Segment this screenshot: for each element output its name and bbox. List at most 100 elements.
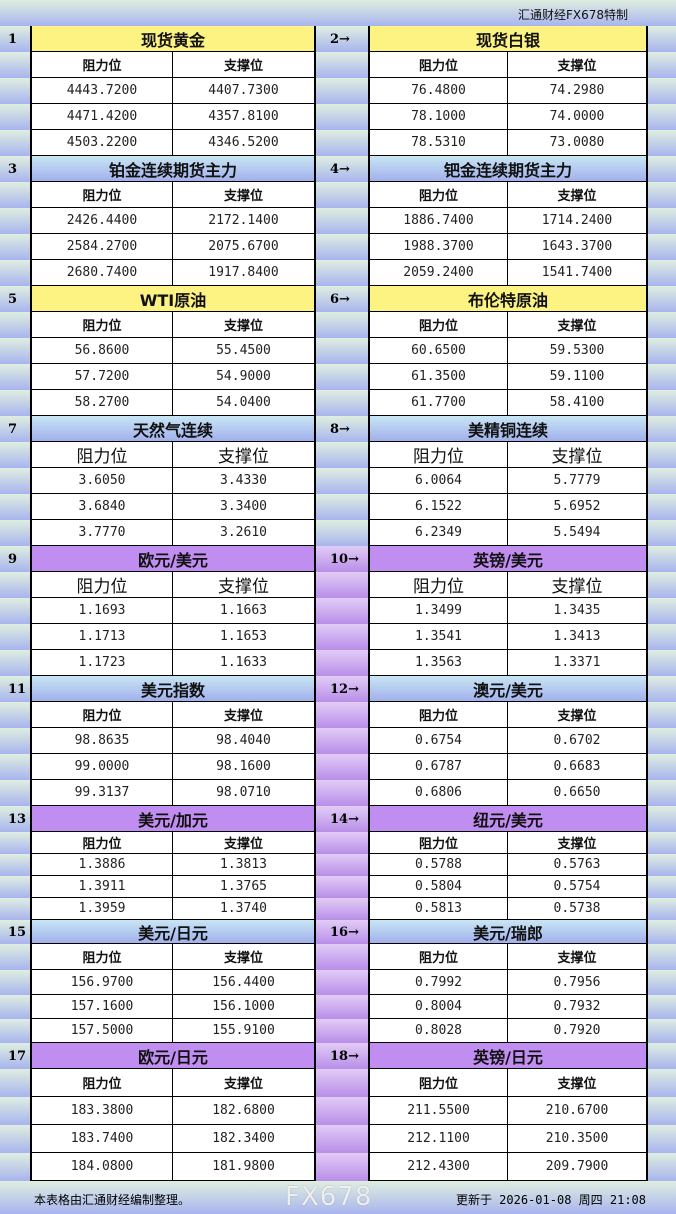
update-time: 更新于 2026-01-08 周四 21:08 — [455, 1193, 646, 1207]
left-stripe — [0, 208, 30, 234]
right-stripe — [648, 52, 676, 78]
right-stripe — [648, 416, 676, 442]
support-value: 1.3435 — [508, 598, 646, 624]
middle-stripe — [316, 944, 368, 970]
instrument-table: 欧元/日元 阻力位 支撑位 183.3800 182.6800 183.7400 182.3… — [30, 1043, 316, 1181]
middle-stripe — [316, 920, 368, 944]
instrument-table: 澳元/美元 阻力位 支撑位 0.6754 0.6702 0.6787 0.6683 0.680… — [368, 676, 648, 806]
right-stripe — [648, 854, 676, 876]
middle-stripe — [316, 312, 368, 338]
section-pair: 7 天然气连续 阻力位 支撑位 3.6050 3.4330 3.6840 3.3400 3.77… — [0, 416, 676, 546]
support-value: 210.6700 — [508, 1097, 646, 1125]
resistance-value: 78.1000 — [370, 104, 508, 130]
support-value: 0.6683 — [508, 754, 646, 780]
support-value: 1.3371 — [508, 650, 646, 676]
left-stripe — [0, 182, 30, 208]
resistance-header: 阻力位 — [32, 312, 173, 338]
right-stripe — [648, 970, 676, 995]
left-stripe — [0, 494, 30, 520]
resistance-header: 阻力位 — [370, 832, 508, 854]
right-stripe — [648, 1019, 676, 1043]
right-stripe — [648, 1043, 676, 1069]
support-value: 59.5300 — [508, 338, 646, 364]
left-stripe — [0, 442, 30, 468]
support-value: 3.3400 — [173, 494, 314, 520]
instrument-title: 美元指数 — [32, 676, 314, 702]
left-stripe — [0, 920, 30, 944]
resistance-value: 0.5788 — [370, 854, 508, 876]
support-header: 支撑位 — [173, 1069, 314, 1097]
support-value: 1.3765 — [173, 876, 314, 898]
support-value: 1714.2400 — [508, 208, 646, 234]
instrument-table: 现货黄金 阻力位 支撑位 4443.7200 4407.7300 4471.4200 435… — [30, 26, 316, 156]
middle-stripe — [316, 338, 368, 364]
resistance-value: 2059.2400 — [370, 260, 508, 286]
resistance-value: 99.3137 — [32, 780, 173, 806]
support-value: 73.0080 — [508, 130, 646, 156]
support-value: 209.7900 — [508, 1153, 646, 1181]
middle-stripe — [316, 754, 368, 780]
section-pair: 15 美元/日元 阻力位 支撑位 156.9700 156.4400 157.1600 156… — [0, 920, 676, 1043]
left-stripe — [0, 898, 30, 920]
section-pair: 5 WTI原油 阻力位 支撑位 56.8600 55.4500 57.7200 54.9000… — [0, 286, 676, 416]
support-value: 1643.3700 — [508, 234, 646, 260]
right-stripe — [648, 494, 676, 520]
support-value: 3.4330 — [173, 468, 314, 494]
middle-stripe — [316, 364, 368, 390]
left-stripe — [0, 234, 30, 260]
resistance-header: 阻力位 — [32, 944, 173, 970]
instrument-table: 铂金连续期货主力 阻力位 支撑位 2426.4400 2172.1400 2584.270… — [30, 156, 316, 286]
middle-stripe — [316, 1043, 368, 1069]
left-stripe — [0, 286, 30, 312]
section-number: 14→ — [330, 811, 359, 827]
left-stripe — [0, 390, 30, 416]
resistance-header: 阻力位 — [370, 1069, 508, 1097]
resistance-header: 阻力位 — [370, 944, 508, 970]
section-number: 8→ — [330, 421, 350, 437]
resistance-value: 4443.7200 — [32, 78, 173, 104]
resistance-value: 2584.2700 — [32, 234, 173, 260]
middle-stripe — [316, 182, 368, 208]
middle-stripe — [316, 1125, 368, 1153]
right-stripe — [648, 312, 676, 338]
support-value: 59.1100 — [508, 364, 646, 390]
resistance-header: 阻力位 — [32, 702, 173, 728]
support-value: 2172.1400 — [173, 208, 314, 234]
support-value: 0.7932 — [508, 995, 646, 1019]
resistance-value: 0.6806 — [370, 780, 508, 806]
support-value: 0.7956 — [508, 970, 646, 995]
right-stripe — [648, 780, 676, 806]
support-header: 支撑位 — [173, 572, 314, 598]
resistance-header: 阻力位 — [370, 52, 508, 78]
middle-stripe — [316, 624, 368, 650]
section-number: 1 — [8, 31, 18, 47]
left-stripe — [0, 754, 30, 780]
resistance-header: 阻力位 — [32, 1069, 173, 1097]
left-stripe — [0, 1125, 30, 1153]
section-number: 10→ — [330, 551, 359, 567]
middle-stripe — [316, 442, 368, 468]
right-stripe — [648, 624, 676, 650]
middle-stripe — [316, 104, 368, 130]
support-value: 54.0400 — [173, 390, 314, 416]
resistance-value: 56.8600 — [32, 338, 173, 364]
resistance-header: 阻力位 — [32, 832, 173, 854]
footer: 本表格由汇通财经编制整理。 更新于 2026-01-08 周四 21:08 — [0, 1181, 676, 1214]
instrument-title: 纽元/美元 — [370, 806, 646, 832]
middle-stripe — [316, 832, 368, 854]
resistance-value: 1.3959 — [32, 898, 173, 920]
support-value: 54.9000 — [173, 364, 314, 390]
resistance-header: 阻力位 — [370, 182, 508, 208]
middle-stripe — [316, 1097, 368, 1125]
middle-stripe — [316, 780, 368, 806]
resistance-value: 212.4300 — [370, 1153, 508, 1181]
instrument-table: 美元/瑞郎 阻力位 支撑位 0.7992 0.7956 0.8004 0.7932 0.802… — [368, 920, 648, 1043]
right-stripe — [648, 208, 676, 234]
resistance-value: 212.1100 — [370, 1125, 508, 1153]
support-header: 支撑位 — [508, 832, 646, 854]
instrument-table: 布伦特原油 阻力位 支撑位 60.6500 59.5300 61.3500 59.1100 6… — [368, 286, 648, 416]
section-pair: 13 美元/加元 阻力位 支撑位 1.3886 1.3813 1.3911 1.3765 1.3… — [0, 806, 676, 920]
section-number: 18→ — [330, 1048, 359, 1064]
resistance-value: 0.5804 — [370, 876, 508, 898]
middle-stripe — [316, 78, 368, 104]
